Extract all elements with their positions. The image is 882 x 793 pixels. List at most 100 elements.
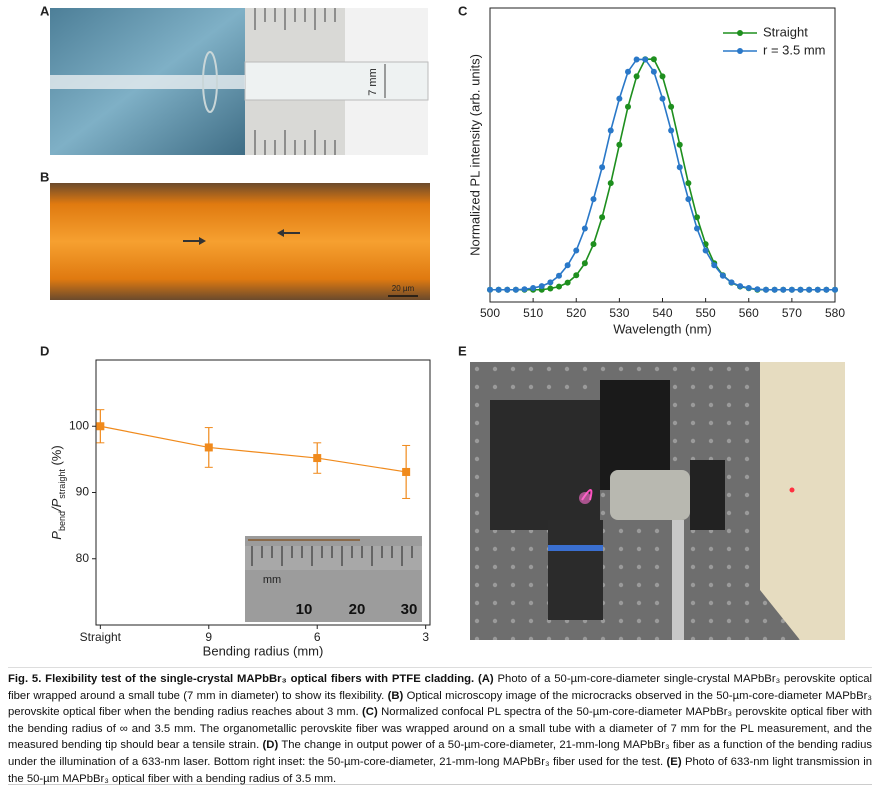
data-point	[780, 286, 787, 293]
data-point	[504, 286, 511, 293]
data-point	[607, 180, 614, 187]
y-tick-label: 90	[76, 485, 90, 499]
x-tick-label: 500	[480, 306, 500, 320]
scale-label: 20 µm	[392, 284, 415, 293]
data-point	[633, 73, 640, 80]
y-axis-label-part: P	[49, 531, 64, 540]
data-point	[625, 103, 631, 110]
panel-label: E	[458, 343, 467, 358]
data-point	[564, 279, 571, 286]
y-axis-label: Normalized PL intensity (arb. units)	[467, 54, 482, 256]
data-point	[650, 56, 657, 63]
legend-marker	[737, 30, 743, 36]
data-point	[599, 214, 606, 221]
data-point	[96, 422, 105, 431]
data-point	[556, 283, 562, 290]
y-axis-label-part: straight	[57, 469, 67, 499]
data-point	[616, 141, 623, 148]
data-point	[676, 141, 683, 148]
data-point	[625, 68, 631, 75]
data-point	[512, 286, 519, 293]
y-tick-label: 100	[69, 418, 89, 432]
data-point	[797, 286, 804, 293]
legend-marker	[737, 48, 743, 54]
x-tick-label: 580	[825, 306, 845, 320]
data-point	[694, 214, 700, 221]
data-point	[737, 283, 744, 290]
x-tick-label: 3	[422, 630, 429, 644]
figure-caption: Fig. 5. Flexibility test of the single-c…	[8, 667, 872, 785]
caption-panel: (A)	[478, 673, 494, 685]
y-tick-label: 80	[76, 551, 90, 565]
data-point	[599, 164, 606, 171]
x-tick-label: 6	[314, 630, 321, 644]
data-point	[676, 164, 683, 171]
data-point	[650, 68, 657, 75]
data-point	[823, 286, 830, 293]
data-point	[745, 285, 752, 292]
inset-text: 20	[349, 601, 366, 618]
legend-label: Straight	[763, 24, 808, 39]
data-point	[607, 127, 614, 134]
inset-text: mm	[263, 574, 281, 586]
x-tick-label: 560	[739, 306, 759, 320]
caption-text: Photo of a 50-µm-core-diameter single-cr…	[8, 673, 873, 702]
data-point	[616, 95, 623, 102]
data-point	[685, 196, 692, 203]
data-point	[832, 286, 838, 293]
scale-label: 7 mm	[367, 68, 379, 96]
caption-text: Normalized confocal PL spectra of the 50…	[8, 706, 872, 752]
x-axis-label: Bending radius (mm)	[203, 643, 324, 658]
panel-label: A	[40, 3, 50, 18]
y-axis-label-part: /P	[49, 498, 64, 512]
y-axis-label-part: (%)	[49, 445, 64, 469]
data-point	[581, 260, 588, 267]
x-axis-label: Wavelength (nm)	[613, 321, 712, 336]
inset-text: 30	[401, 601, 418, 618]
data-point	[590, 241, 597, 248]
x-tick-label: Straight	[80, 630, 122, 644]
data-point	[711, 262, 718, 269]
data-point	[487, 286, 493, 293]
data-point	[659, 73, 666, 80]
data-point	[547, 285, 554, 292]
data-point	[530, 285, 537, 292]
caption-text: The change in output power of a 50-µm-co…	[8, 739, 872, 768]
data-point	[402, 467, 411, 476]
panel-label: C	[458, 3, 468, 18]
data-point	[573, 272, 580, 279]
data-point	[719, 272, 726, 279]
data-point	[581, 225, 588, 232]
data-point	[573, 247, 580, 254]
data-point	[538, 283, 545, 290]
series-line	[490, 58, 835, 291]
series-line	[100, 425, 407, 473]
data-point	[685, 180, 692, 187]
data-point	[763, 286, 769, 293]
data-point	[754, 286, 761, 293]
panel-label: B	[40, 169, 49, 184]
data-point	[788, 286, 795, 293]
caption-panel: (D)	[262, 739, 279, 752]
y-axis-label-part: bend	[57, 511, 67, 531]
data-point	[806, 286, 813, 293]
inset-text: 10	[296, 601, 313, 618]
caption-panel: (E)	[666, 755, 682, 768]
panel-label: D	[40, 343, 49, 358]
x-tick-label: 520	[566, 306, 586, 320]
x-tick-label: 540	[652, 306, 672, 320]
caption-text: Photo of 633-nm light transmission in th…	[8, 755, 872, 785]
photo-d-inset: mm 10 20 30	[245, 536, 422, 622]
data-point	[668, 103, 675, 110]
data-point	[547, 279, 554, 286]
data-point	[702, 247, 709, 254]
data-point	[694, 225, 700, 232]
caption-text: Optical microscopy image of the microcra…	[8, 689, 872, 719]
data-point	[204, 443, 213, 452]
data-point	[633, 56, 640, 63]
data-point	[642, 56, 649, 63]
y-axis-label: Pbend/Pstraight (%)	[49, 445, 67, 539]
data-point	[564, 262, 571, 269]
